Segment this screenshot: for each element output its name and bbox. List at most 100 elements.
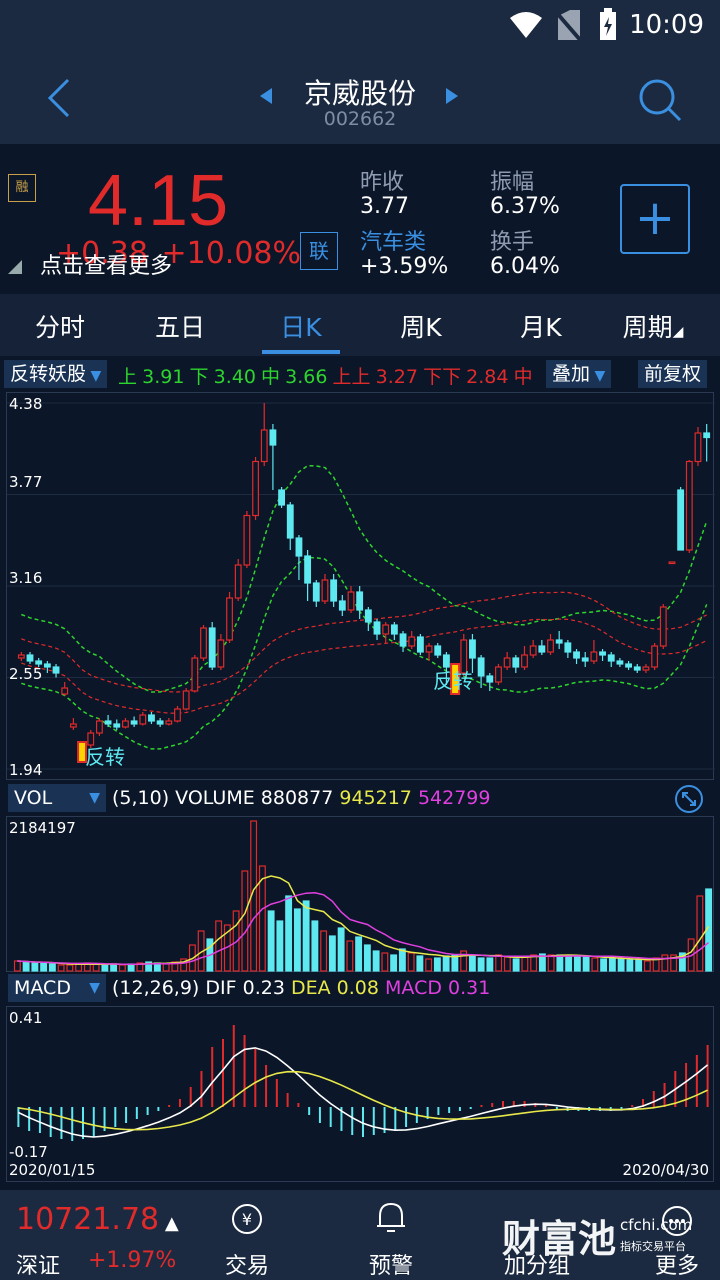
candle-body bbox=[685, 460, 693, 551]
volume-chart[interactable] bbox=[7, 817, 715, 973]
prev-stock-icon[interactable] bbox=[260, 88, 272, 104]
index-name: 深证 bbox=[16, 1254, 61, 1279]
trade-icon[interactable]: ¥ bbox=[230, 1202, 264, 1236]
volume-bar bbox=[416, 955, 424, 972]
macd-dea-label: DEA bbox=[290, 977, 331, 999]
macd-indicator-select[interactable]: MACD ▼ bbox=[8, 974, 106, 1002]
macd-chart[interactable] bbox=[7, 1007, 715, 1183]
indicator-values: 上 3.91 下 3.40 中 3.66 上上 3.27 下下 2.84 中 bbox=[118, 362, 533, 389]
next-stock-icon[interactable] bbox=[446, 88, 458, 104]
volume-bar bbox=[617, 958, 625, 972]
sector-pct: +3.59% bbox=[360, 254, 449, 279]
volume-bar bbox=[92, 963, 100, 972]
volume-bar bbox=[521, 956, 529, 972]
price-change-abs: +0.38 bbox=[56, 236, 148, 271]
nav-more[interactable]: 更多 bbox=[654, 1254, 699, 1279]
nav-trade[interactable]: 交易 bbox=[224, 1254, 269, 1279]
adjust-select[interactable]: 前复权 bbox=[638, 360, 708, 388]
candle-body bbox=[625, 663, 633, 668]
price-change: +0.38 +10.08% bbox=[56, 236, 301, 271]
tab-intraday[interactable]: 分时 bbox=[34, 313, 85, 342]
overlay-select[interactable]: 叠加 ▼ bbox=[546, 360, 612, 388]
index-value[interactable]: 10721.78 ▲ bbox=[16, 1202, 179, 1237]
volume-indicator-name: VOL bbox=[14, 787, 53, 809]
volume-bar bbox=[433, 957, 441, 972]
stock-name: 京威股份 bbox=[303, 77, 416, 110]
volume-panel[interactable]: 2184197 bbox=[6, 816, 714, 972]
bottom-bar: 10721.78 ▲ 深证 +1.97% ¥ 交易 预警 加分组 更多 财富池 … bbox=[0, 1190, 720, 1280]
candle-body bbox=[529, 645, 537, 656]
volume-bar bbox=[582, 956, 590, 972]
nav-alert[interactable]: 预警 bbox=[368, 1254, 413, 1279]
kline-panel[interactable]: 4.38 3.77 3.16 2.55 1.94 反转 反转 bbox=[6, 392, 715, 781]
more-icon[interactable] bbox=[660, 1204, 694, 1238]
candle-body bbox=[460, 639, 468, 674]
volume-bar bbox=[503, 956, 511, 972]
candle-body bbox=[95, 720, 103, 734]
candle-body bbox=[295, 537, 303, 557]
volume-bar bbox=[22, 961, 30, 972]
no-sim-icon bbox=[556, 10, 582, 42]
back-icon[interactable] bbox=[44, 76, 74, 120]
tab-five-day[interactable]: 五日 bbox=[154, 313, 205, 342]
volume-bar bbox=[31, 962, 39, 972]
tab-weekly-k[interactable]: 周K bbox=[400, 313, 442, 342]
nav-add-group[interactable]: 加分组 bbox=[503, 1254, 570, 1279]
volume-bar bbox=[381, 952, 389, 972]
search-icon[interactable] bbox=[636, 76, 684, 124]
indicator-row: 反转妖股 ▼ 上 3.91 下 3.40 中 3.66 上上 3.27 下下 2… bbox=[0, 360, 720, 390]
volume-bar bbox=[678, 952, 686, 972]
volume-bar bbox=[162, 963, 170, 972]
tab-daily-k[interactable]: 日K bbox=[280, 313, 322, 342]
volume-bar bbox=[372, 950, 380, 972]
margin-badge: 融 bbox=[8, 174, 36, 202]
candle-body bbox=[260, 429, 268, 463]
volume-indicator-select[interactable]: VOL ▼ bbox=[8, 784, 106, 812]
candle-body bbox=[469, 639, 476, 659]
quote-panel[interactable]: 融 4.15 +0.38 +10.08% 点击查看更多 联 昨收 3.77 汽车… bbox=[0, 144, 720, 290]
sector-link[interactable]: 汽车类 bbox=[360, 230, 427, 255]
volume-bar bbox=[355, 936, 363, 972]
volume-ma5-line bbox=[17, 875, 710, 966]
candle-body bbox=[234, 564, 242, 599]
watermark-logo: 财富池 bbox=[502, 1217, 617, 1261]
volume-ma10-line bbox=[17, 892, 710, 966]
overlay-label: 叠加 bbox=[552, 363, 591, 385]
candle-body bbox=[495, 666, 502, 683]
current-price: 4.15 bbox=[88, 161, 229, 241]
bell-icon[interactable] bbox=[374, 1200, 408, 1236]
watermark-url: cfchi.com bbox=[620, 1216, 693, 1234]
fullscreen-icon[interactable] bbox=[674, 784, 704, 814]
candle-body bbox=[182, 690, 190, 710]
macd-panel[interactable]: 0.41 -0.17 2020/01/15 2020/04/30 bbox=[6, 1006, 714, 1182]
linked-button[interactable]: 联 bbox=[300, 232, 338, 270]
tab-monthly-k[interactable]: 月K bbox=[520, 313, 562, 342]
view-more-tip[interactable]: 点击查看更多 bbox=[40, 254, 173, 279]
macd-macd-label: MACD bbox=[385, 977, 442, 999]
volume-bar bbox=[328, 935, 336, 972]
mid-value: 3.66 bbox=[285, 366, 328, 388]
macd-dea-line bbox=[18, 1070, 708, 1131]
kline-chart[interactable] bbox=[7, 393, 715, 781]
index-pct: +1.97% bbox=[88, 1248, 177, 1273]
volume-bar bbox=[468, 955, 476, 972]
volume-bar bbox=[118, 964, 126, 972]
volume-bar bbox=[407, 952, 415, 972]
volume-bar bbox=[661, 954, 669, 972]
candle-body bbox=[156, 720, 164, 725]
macd-row: MACD ▼ (12,26,9) DIF 0.23 DEA 0.08 MACD 0… bbox=[0, 974, 720, 1004]
svg-text:¥: ¥ bbox=[242, 1210, 252, 1229]
add-watchlist-button[interactable]: + bbox=[620, 184, 690, 254]
downdown-label: 下下 bbox=[423, 366, 462, 388]
candle-body bbox=[61, 687, 69, 695]
tab-period[interactable]: 周期◢ bbox=[598, 308, 708, 344]
macd-top: 0.41 bbox=[9, 1009, 43, 1027]
candle-body bbox=[17, 654, 25, 659]
indicator-select[interactable]: 反转妖股 ▼ bbox=[4, 360, 108, 388]
prev-close-label: 昨收 bbox=[360, 170, 405, 195]
macd-params: (12,26,9) DIF bbox=[112, 977, 237, 999]
macd-values: (12,26,9) DIF 0.23 DEA 0.08 MACD 0.31 bbox=[112, 977, 490, 999]
indicator-name: 反转妖股 bbox=[10, 363, 87, 385]
axis-tick-top: 4.38 bbox=[9, 395, 43, 413]
volume-bar bbox=[241, 870, 249, 972]
